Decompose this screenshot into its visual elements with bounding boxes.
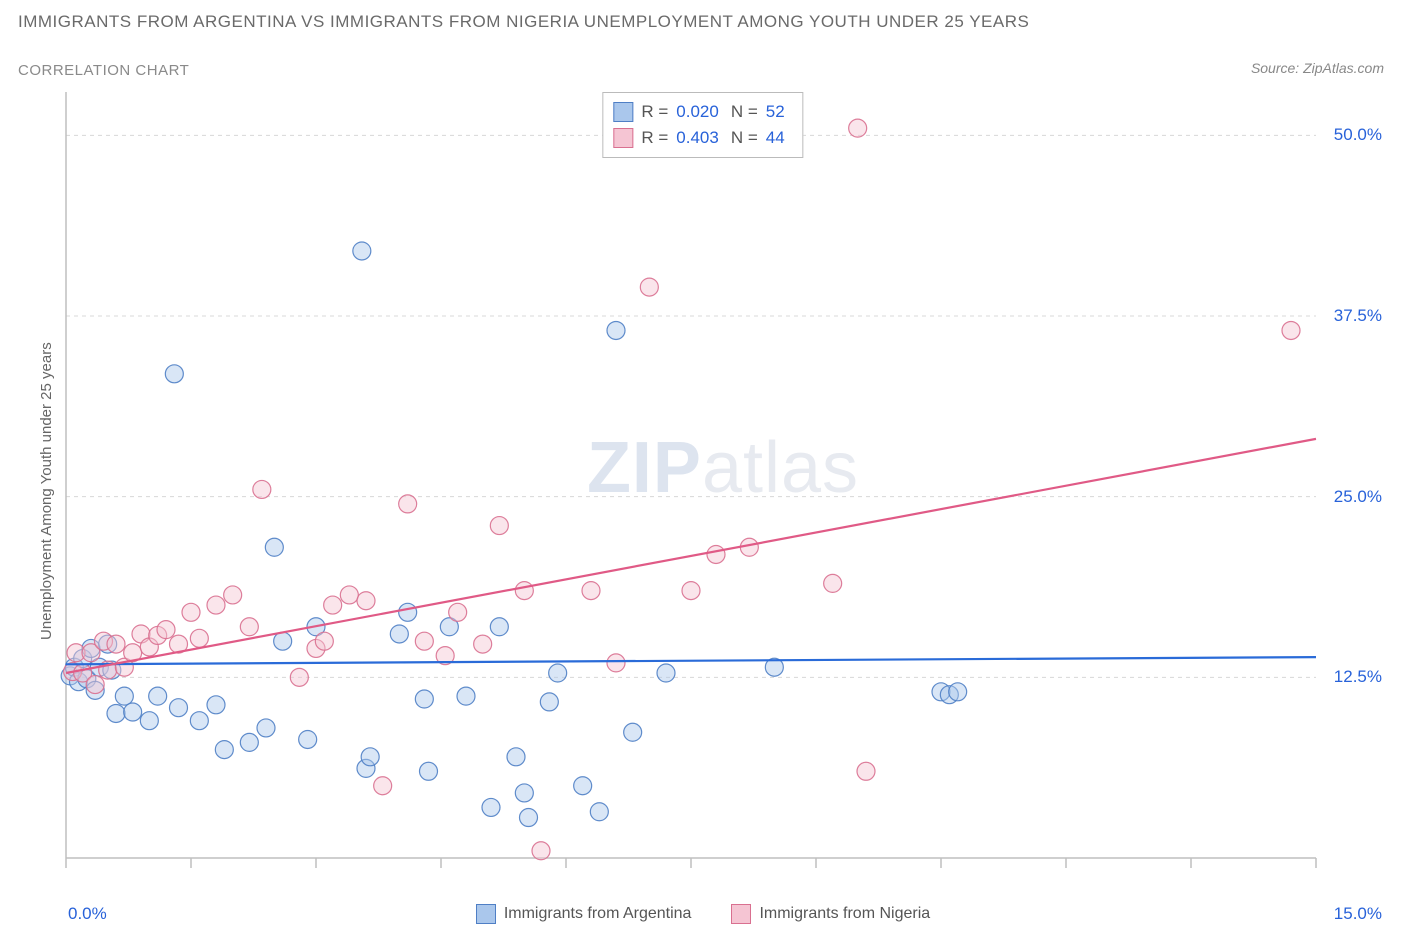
stats-row-argentina: R = 0.020 N = 52 <box>613 99 788 125</box>
source-credit: Source: ZipAtlas.com <box>1251 60 1384 76</box>
stats-label-r: R = <box>641 99 668 125</box>
y-tick-label: 37.5% <box>1334 306 1382 326</box>
stats-label-n: N = <box>731 99 758 125</box>
stats-row-nigeria: R = 0.403 N = 44 <box>613 125 788 151</box>
legend-item-nigeria: Immigrants from Nigeria <box>731 904 930 924</box>
y-tick-label: 25.0% <box>1334 487 1382 507</box>
chart-title: IMMIGRANTS FROM ARGENTINA VS IMMIGRANTS … <box>18 12 1029 32</box>
correlation-stats-box: R = 0.020 N = 52 R = 0.403 N = 44 <box>602 92 803 158</box>
swatch-nigeria <box>613 128 633 148</box>
stats-value-n-argentina: 52 <box>766 99 785 125</box>
legend-label-nigeria: Immigrants from Nigeria <box>759 905 930 923</box>
stats-value-r-nigeria: 0.403 <box>676 125 719 151</box>
stats-label-r: R = <box>641 125 668 151</box>
stats-value-r-argentina: 0.020 <box>676 99 719 125</box>
stats-value-n-nigeria: 44 <box>766 125 785 151</box>
scatter-plot <box>60 88 1386 880</box>
legend-label-argentina: Immigrants from Argentina <box>504 905 692 923</box>
swatch-argentina <box>476 904 496 924</box>
bottom-legend: Immigrants from Argentina Immigrants fro… <box>0 904 1406 924</box>
y-tick-label: 12.5% <box>1334 667 1382 687</box>
chart-subtitle: CORRELATION CHART <box>18 62 189 79</box>
legend-item-argentina: Immigrants from Argentina <box>476 904 692 924</box>
y-tick-label: 50.0% <box>1334 125 1382 145</box>
plot-area: ZIPatlas <box>60 88 1386 880</box>
swatch-argentina <box>613 102 633 122</box>
swatch-nigeria <box>731 904 751 924</box>
stats-label-n: N = <box>731 125 758 151</box>
y-axis-label: Unemployment Among Youth under 25 years <box>38 342 55 640</box>
